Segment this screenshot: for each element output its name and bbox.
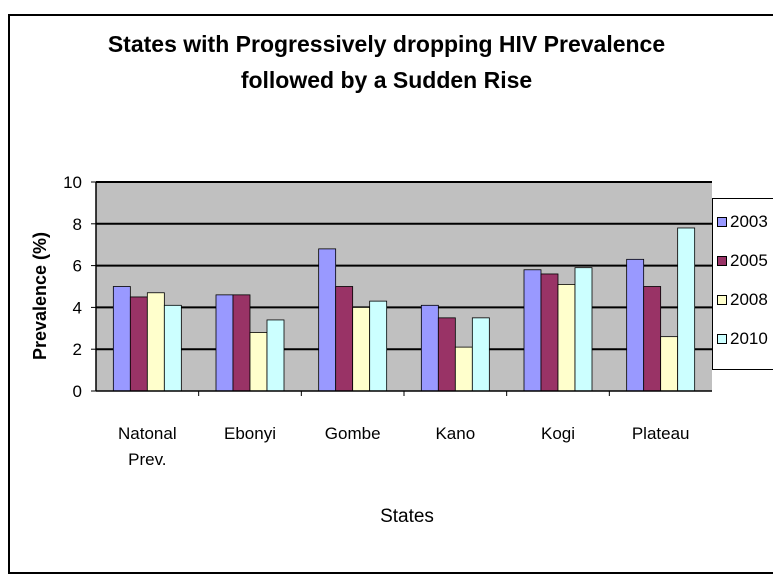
bar-2008-4 — [557, 284, 576, 392]
bars — [112, 227, 696, 392]
chart-title-line-1: States with Progressively dropping HIV P… — [107, 31, 666, 57]
bar-2003-1 — [215, 294, 234, 392]
y-tick-label: 10 — [63, 173, 82, 192]
bar-2003-0 — [112, 286, 131, 392]
bar-2008-1 — [249, 332, 268, 392]
y-tick-label: 0 — [73, 382, 82, 401]
bar-2010-0 — [163, 304, 182, 392]
y-tick-label: 6 — [73, 257, 82, 276]
x-tick-labels: Natonal Prev. Ebonyi Gombe Kano Kogi Plateau — [118, 424, 689, 469]
bar-2010-4 — [574, 267, 593, 392]
bar-2010-5 — [677, 227, 696, 392]
bar-2010-3 — [471, 317, 490, 392]
bar-2003-2 — [318, 248, 337, 392]
chart-title: States with Progressively dropping HIV P… — [0, 26, 773, 98]
legend-item-2010: 2010 — [717, 328, 768, 350]
x-tick-label: Kogi — [541, 424, 575, 443]
x-tick-label: Natonal Prev. — [118, 424, 177, 469]
chart-plot: 0 2 4 6 8 10 Natonal Prev. Ebonyi Gombe Kano Kogi P… — [30, 173, 712, 527]
bar-2008-3 — [454, 346, 473, 392]
grid-lines — [96, 181, 712, 351]
x-tick-label: Kano — [435, 424, 475, 443]
legend-label: 2010 — [730, 329, 768, 348]
legend-label: 2005 — [730, 251, 768, 270]
legend-swatch — [717, 334, 727, 344]
legend: 2003 2005 2008 2010 — [712, 198, 773, 370]
bar-2003-3 — [420, 304, 439, 392]
y-tick-label: 4 — [73, 298, 82, 317]
bar-2005-2 — [335, 286, 354, 392]
y-tick-label: 2 — [73, 340, 82, 359]
bar-2005-1 — [232, 294, 251, 392]
bar-2005-5 — [643, 286, 662, 392]
bar-2008-5 — [660, 336, 679, 392]
legend-swatch — [717, 295, 727, 305]
legend-swatch — [717, 256, 727, 266]
x-axis-label: States — [380, 506, 434, 527]
bar-2010-2 — [369, 300, 388, 392]
bar-2003-4 — [523, 269, 542, 392]
plot-area — [96, 182, 712, 391]
bar-2005-4 — [540, 273, 559, 392]
y-tick-label: 8 — [73, 215, 82, 234]
bar-2008-2 — [352, 306, 371, 392]
bar-2008-0 — [146, 292, 165, 392]
legend-item-2003: 2003 — [717, 211, 768, 233]
legend-item-2005: 2005 — [717, 250, 768, 272]
legend-label: 2003 — [730, 212, 768, 231]
legend-item-2008: 2008 — [717, 289, 768, 311]
y-axis-label: Prevalence (%) — [30, 232, 50, 360]
chart-title-line-2: followed by a Sudden Rise — [240, 67, 533, 93]
bar-2010-1 — [266, 319, 285, 392]
legend-label: 2008 — [730, 290, 768, 309]
x-tick-label: Ebonyi — [224, 424, 276, 443]
y-tick-labels: 0 2 4 6 8 10 — [63, 173, 96, 401]
axes — [95, 182, 712, 396]
x-tick-label: Gombe — [325, 424, 381, 443]
legend-swatch — [717, 217, 727, 227]
x-tick-label: Plateau — [632, 424, 690, 443]
bar-2003-5 — [626, 258, 645, 392]
bar-2005-0 — [129, 296, 148, 392]
bar-2005-3 — [437, 317, 456, 392]
